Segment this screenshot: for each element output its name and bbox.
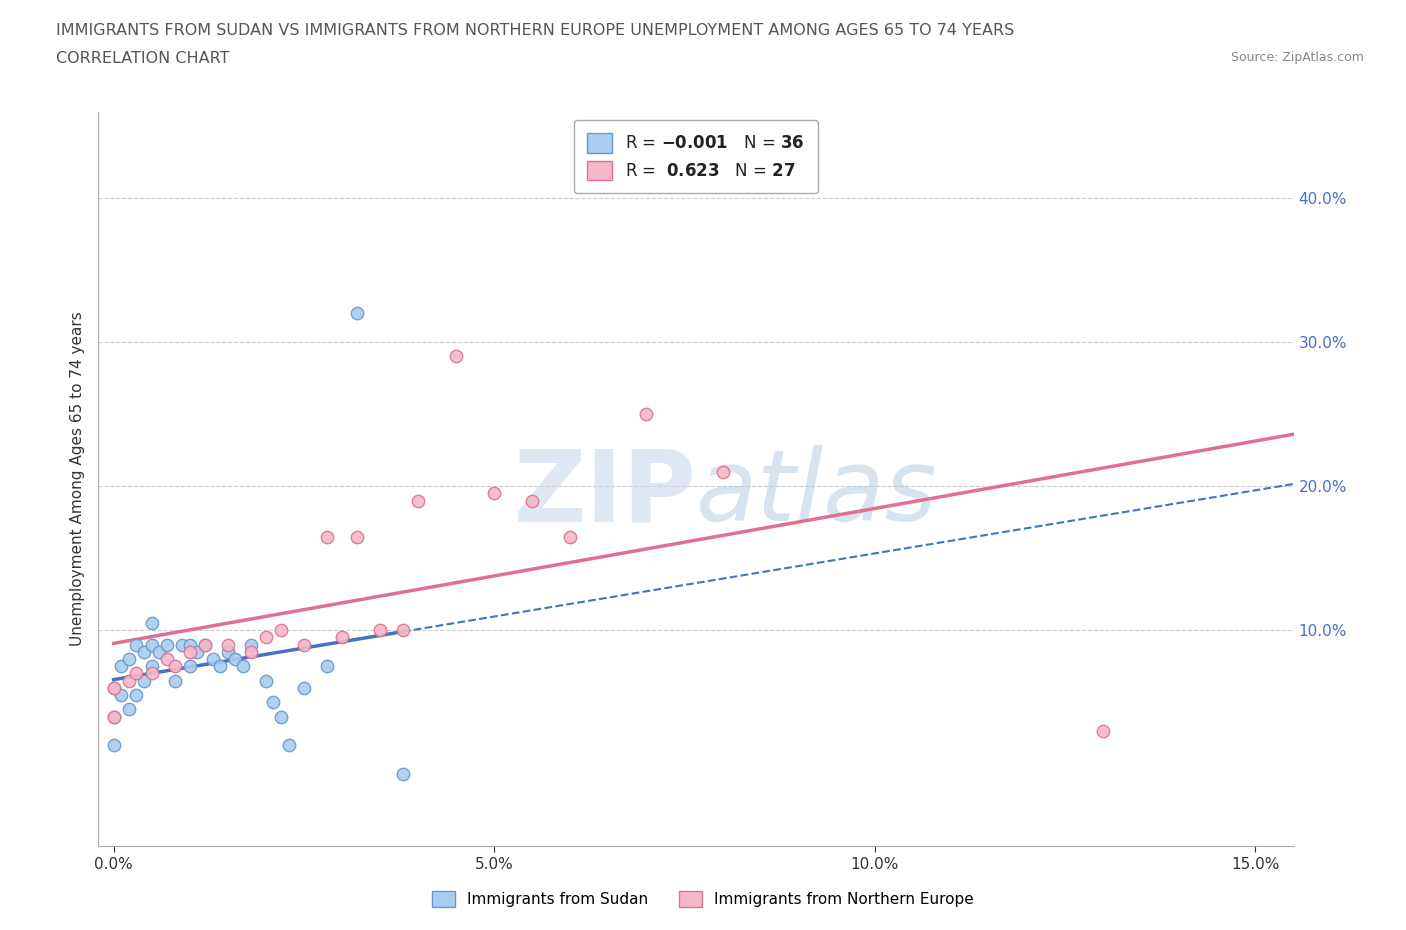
Point (103, 681, 125, 696)
Point (217, 644, 239, 659)
Point (1092, 724, 1115, 738)
Point (346, 306, 368, 321)
Point (315, 529, 337, 544)
Point (315, 658, 337, 673)
Text: ZIP: ZIP (513, 445, 696, 542)
Point (179, 637, 201, 652)
Text: IMMIGRANTS FROM SUDAN VS IMMIGRANTS FROM NORTHERN EUROPE UNEMPLOYMENT AMONG AGES: IMMIGRANTS FROM SUDAN VS IMMIGRANTS FROM… (56, 23, 1015, 38)
Text: CORRELATION CHART: CORRELATION CHART (56, 51, 229, 66)
Point (292, 681, 315, 696)
Point (194, 637, 217, 652)
Point (156, 637, 179, 652)
Point (254, 630, 277, 644)
Y-axis label: Unemployment Among Ages 65 to 74 years: Unemployment Among Ages 65 to 74 years (69, 312, 84, 646)
Text: Source: ZipAtlas.com: Source: ZipAtlas.com (1230, 51, 1364, 64)
Point (330, 630, 353, 644)
Point (263, 695, 285, 710)
Point (125, 637, 148, 652)
Point (406, 493, 429, 508)
Point (392, 767, 415, 782)
Point (560, 529, 582, 544)
Point (209, 658, 232, 673)
Point (368, 623, 391, 638)
Point (118, 702, 141, 717)
Point (186, 644, 208, 659)
Text: atlas: atlas (696, 445, 938, 542)
Point (346, 529, 368, 544)
Legend: R = $\mathbf{-0.001}$   N = $\mathbf{36}$, R =  $\mathbf{0.623}$   N = $\mathbf{: R = $\mathbf{-0.001}$ N = $\mathbf{36}$,… (574, 120, 818, 193)
Point (110, 658, 132, 673)
Point (201, 652, 224, 667)
Point (103, 710, 125, 724)
Point (141, 616, 163, 631)
Point (141, 658, 163, 673)
Point (392, 623, 415, 638)
Point (118, 673, 141, 688)
Point (103, 738, 125, 753)
Point (172, 637, 194, 652)
Point (118, 652, 141, 667)
Point (103, 681, 125, 696)
Point (179, 658, 201, 673)
Point (125, 687, 148, 702)
Point (141, 666, 163, 681)
Point (292, 637, 315, 652)
Point (103, 710, 125, 724)
Point (232, 658, 254, 673)
Point (277, 738, 299, 753)
Point (444, 349, 467, 364)
Point (194, 637, 217, 652)
Point (484, 485, 506, 500)
Point (132, 644, 155, 659)
Point (163, 658, 186, 673)
Point (254, 673, 277, 688)
Point (522, 493, 544, 508)
Point (179, 644, 201, 659)
Legend: Immigrants from Sudan, Immigrants from Northern Europe: Immigrants from Sudan, Immigrants from N… (426, 884, 980, 913)
Point (270, 623, 292, 638)
Point (148, 644, 170, 659)
Point (239, 644, 262, 659)
Point (163, 673, 186, 688)
Point (711, 464, 734, 479)
Point (125, 666, 148, 681)
Point (132, 673, 155, 688)
Point (270, 710, 292, 724)
Point (636, 406, 658, 421)
Point (141, 637, 163, 652)
Point (156, 652, 179, 667)
Point (239, 637, 262, 652)
Point (217, 637, 239, 652)
Point (110, 687, 132, 702)
Point (224, 652, 246, 667)
